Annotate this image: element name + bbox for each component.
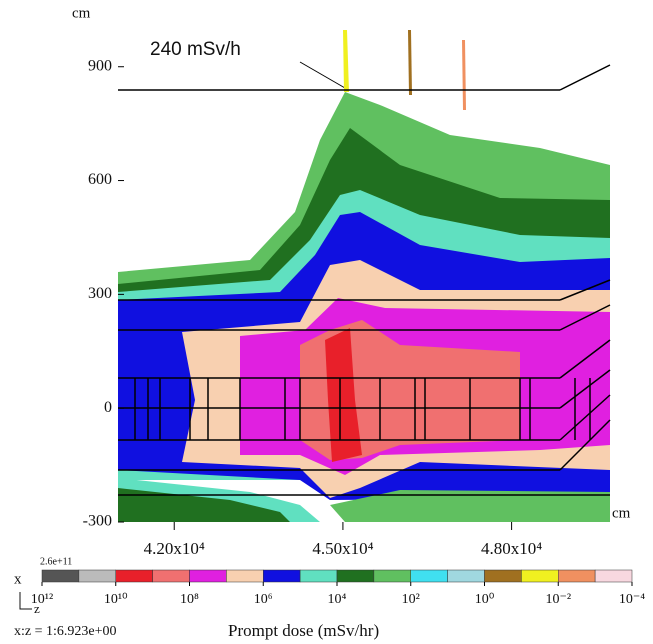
colorbar-cell xyxy=(115,569,153,583)
geometry-line xyxy=(559,419,611,471)
geometry-line xyxy=(559,279,611,301)
colorbar-tick-label: 10⁻⁴ xyxy=(619,592,645,607)
dose-region xyxy=(408,30,412,95)
colorbar-cell xyxy=(484,569,522,583)
colorbar-cell xyxy=(299,569,338,583)
colorbar-max: 2.6e+11 xyxy=(40,556,72,567)
x-tick-label: 4.80x10⁴ xyxy=(481,539,542,558)
dose-map xyxy=(118,30,610,522)
dose-region xyxy=(343,30,349,92)
y-tick-label: 300 xyxy=(88,285,112,302)
geometry-line xyxy=(559,369,611,409)
y-tick-label: 600 xyxy=(88,171,112,188)
colorbar-cell xyxy=(410,569,448,583)
dose-region xyxy=(462,40,466,110)
dose-region xyxy=(118,488,290,522)
geometry-line xyxy=(559,394,611,441)
geometry-line xyxy=(559,304,611,331)
colorbar-tick-label: 10⁴ xyxy=(328,592,347,607)
colorbar-cell xyxy=(594,569,633,583)
colorbar-cell xyxy=(41,569,80,583)
colorbar-tick-label: 10¹⁰ xyxy=(104,592,128,607)
colorbar-cell xyxy=(558,569,596,583)
colorbar-tick-label: 10⁸ xyxy=(180,592,199,607)
dose-region xyxy=(330,490,610,522)
y-tick-label: 0 xyxy=(104,399,112,416)
colorbar-title: Prompt dose (mSv/hr) xyxy=(228,621,379,640)
x-tick-label: 4.20x10⁴ xyxy=(144,539,205,558)
colorbar-tick-label: 10² xyxy=(402,592,420,607)
colorbar-tick-label: 10⁻² xyxy=(545,592,571,607)
colorbar-cell xyxy=(152,569,190,583)
colorbar-cell xyxy=(263,569,301,583)
x-tick-label: 4.50x10⁴ xyxy=(312,539,373,558)
y-tick-label: -300 xyxy=(83,513,112,530)
colorbar-tick-label: 10⁰ xyxy=(475,592,495,607)
colorbar-cell xyxy=(521,569,559,583)
annotation: 240 mSv/h xyxy=(150,39,241,60)
y-tick-label: 900 xyxy=(88,57,112,74)
aspect-ratio: x:z = 1:6.923e+00 xyxy=(14,624,117,639)
x-unit: cm xyxy=(612,505,631,521)
colorbar-tick-label: 10¹² xyxy=(31,592,53,607)
colorbar-cell xyxy=(226,569,264,583)
dose-region xyxy=(325,328,362,462)
axis-glyph xyxy=(19,592,32,610)
annotation-arrow xyxy=(299,61,346,89)
geometry-line xyxy=(559,64,611,91)
colorbar-tick-label: 10⁶ xyxy=(254,592,273,607)
axis-z-name: z xyxy=(34,601,40,616)
geometry-line xyxy=(559,339,611,379)
colorbar-cell xyxy=(447,569,485,583)
colorbar-cell xyxy=(373,569,411,583)
y-unit: cm xyxy=(72,5,91,21)
colorbar-cell xyxy=(189,569,227,583)
colorbar-cell xyxy=(336,569,375,583)
colorbar-cell xyxy=(78,569,116,583)
axis-x-name: x xyxy=(14,571,22,587)
